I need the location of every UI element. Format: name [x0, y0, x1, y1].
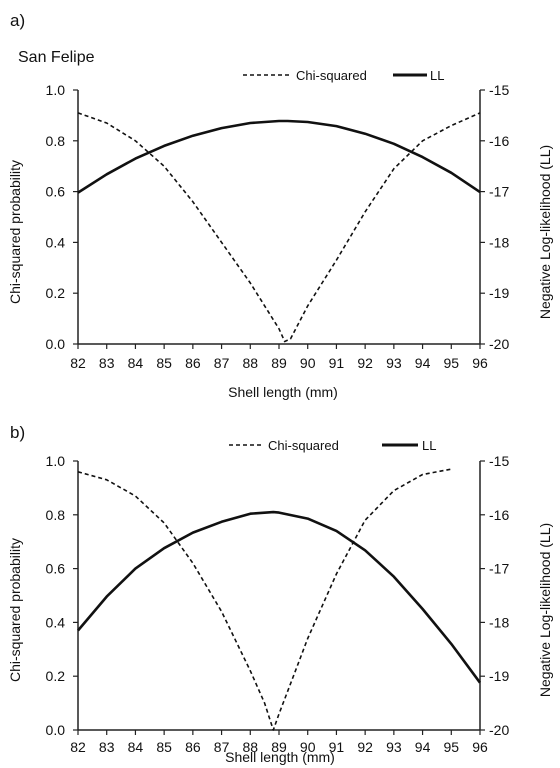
- x-tick-label: 94: [415, 355, 431, 371]
- x-tick-label: 95: [443, 355, 459, 371]
- x-tick-label: 84: [128, 739, 144, 755]
- series-line-ll: [77, 510, 482, 684]
- y2-tick-label: -16: [489, 507, 509, 523]
- x-tick-label: 89: [271, 355, 287, 371]
- series-line-chi-squared: [77, 112, 481, 343]
- x-tick-label: 89: [271, 739, 287, 755]
- x-tick-label: 82: [70, 355, 86, 371]
- y-tick-label: 1.0: [46, 453, 66, 469]
- y-tick-label: 0.4: [46, 614, 66, 630]
- y-tick-label: 0.6: [46, 184, 66, 200]
- x-tick-label: 87: [214, 739, 230, 755]
- x-tick-label: 96: [472, 355, 488, 371]
- x-tick-label: 85: [156, 739, 172, 755]
- y-axis-label: Chi-squared probability: [7, 160, 23, 304]
- x-tick-label: 92: [357, 739, 373, 755]
- panel-label: b): [10, 423, 25, 442]
- legend-label-chi-squared: Chi-squared: [268, 438, 339, 453]
- x-tick-label: 95: [443, 739, 459, 755]
- y-tick-label: 1.0: [46, 82, 66, 98]
- x-tick-label: 83: [99, 355, 115, 371]
- x-tick-label: 85: [156, 355, 172, 371]
- y-tick-label: 0.2: [46, 285, 66, 301]
- x-tick-label: 92: [357, 355, 373, 371]
- y2-tick-label: -17: [489, 561, 509, 577]
- y-tick-label: 0.8: [46, 507, 66, 523]
- x-tick-label: 90: [300, 355, 316, 371]
- series-line-chi-squared: [77, 468, 452, 731]
- x-tick-label: 93: [386, 355, 402, 371]
- x-tick-label: 94: [415, 739, 431, 755]
- y2-tick-label: -18: [489, 234, 509, 250]
- panel-label: a): [10, 11, 25, 30]
- legend-label-chi-squared: Chi-squared: [296, 68, 367, 83]
- y2-tick-label: -17: [489, 184, 509, 200]
- x-axis-label: Shell length (mm): [228, 384, 338, 400]
- y2-tick-label: -19: [489, 668, 509, 684]
- x-tick-label: 88: [242, 355, 258, 371]
- x-tick-label: 93: [386, 739, 402, 755]
- y2-tick-label: -19: [489, 285, 509, 301]
- y-tick-label: 0.6: [46, 561, 66, 577]
- x-tick-label: 83: [99, 739, 115, 755]
- legend-label-ll: LL: [422, 438, 436, 453]
- x-axis-label: Shell length (mm): [225, 749, 335, 765]
- series-line-ll: [77, 119, 481, 194]
- chart-panel-a: a) San Felipe Chi-squared LL Shell lengt…: [7, 11, 553, 400]
- x-tick-label: 86: [185, 739, 201, 755]
- y2-axis-label: Negative Log-likelihood (LL): [537, 523, 553, 697]
- chart-subtitle: San Felipe: [18, 49, 95, 66]
- x-tick-label: 87: [214, 355, 230, 371]
- y-tick-label: 0.0: [46, 722, 66, 738]
- y-tick-label: 0.2: [46, 668, 66, 684]
- y2-tick-label: -15: [489, 82, 509, 98]
- x-tick-label: 91: [329, 355, 345, 371]
- y2-tick-label: -20: [489, 336, 509, 352]
- y-tick-label: 0.0: [46, 336, 66, 352]
- y-tick-label: 0.4: [46, 234, 66, 250]
- legend-label-ll: LL: [430, 68, 444, 83]
- y2-tick-label: -15: [489, 453, 509, 469]
- y2-tick-label: -16: [489, 133, 509, 149]
- x-tick-label: 86: [185, 355, 201, 371]
- y-tick-label: 0.8: [46, 133, 66, 149]
- x-tick-label: 91: [329, 739, 345, 755]
- y2-tick-label: -18: [489, 614, 509, 630]
- x-tick-label: 96: [472, 739, 488, 755]
- x-tick-label: 90: [300, 739, 316, 755]
- x-tick-label: 88: [242, 739, 258, 755]
- y-axis-label: Chi-squared probability: [7, 538, 23, 682]
- y2-axis-label: Negative Log-likelihood (LL): [537, 145, 553, 319]
- x-tick-label: 84: [128, 355, 144, 371]
- x-tick-label: 82: [70, 739, 86, 755]
- y2-tick-label: -20: [489, 722, 509, 738]
- chart-panel-b: b) Chi-squared LL Shell length (mm) Chi-…: [7, 423, 553, 765]
